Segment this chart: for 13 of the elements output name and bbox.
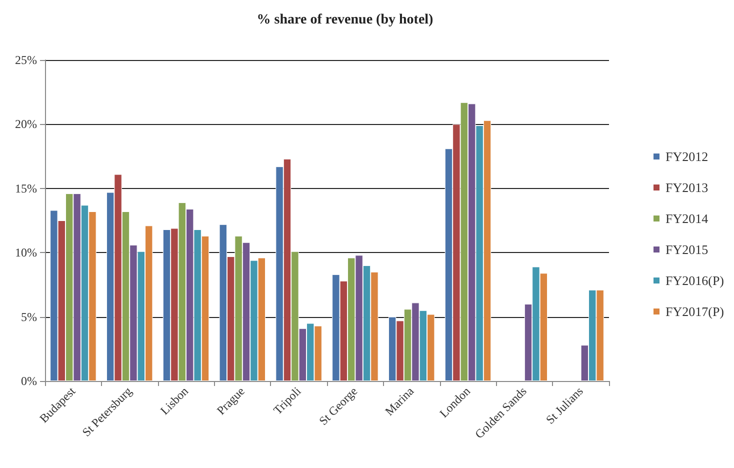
y-tick-label: 15% xyxy=(15,181,37,196)
y-tick-label: 10% xyxy=(15,246,37,260)
y-tick-label: 20% xyxy=(15,117,37,132)
legend-label: FY2016(P) xyxy=(665,273,724,288)
y-tick-label: 5% xyxy=(21,310,37,324)
y-tick-label: 25% xyxy=(15,53,37,67)
chart-title: % share of revenue (by hotel) xyxy=(256,12,434,28)
legend-label: FY2015 xyxy=(665,242,708,257)
legend-label: FY2012 xyxy=(665,149,708,164)
y-tick-label: 0% xyxy=(21,374,37,388)
legend-label: FY2017(P) xyxy=(665,304,724,319)
legend-label: FY2013 xyxy=(665,180,708,195)
legend-label: FY2014 xyxy=(665,211,709,226)
